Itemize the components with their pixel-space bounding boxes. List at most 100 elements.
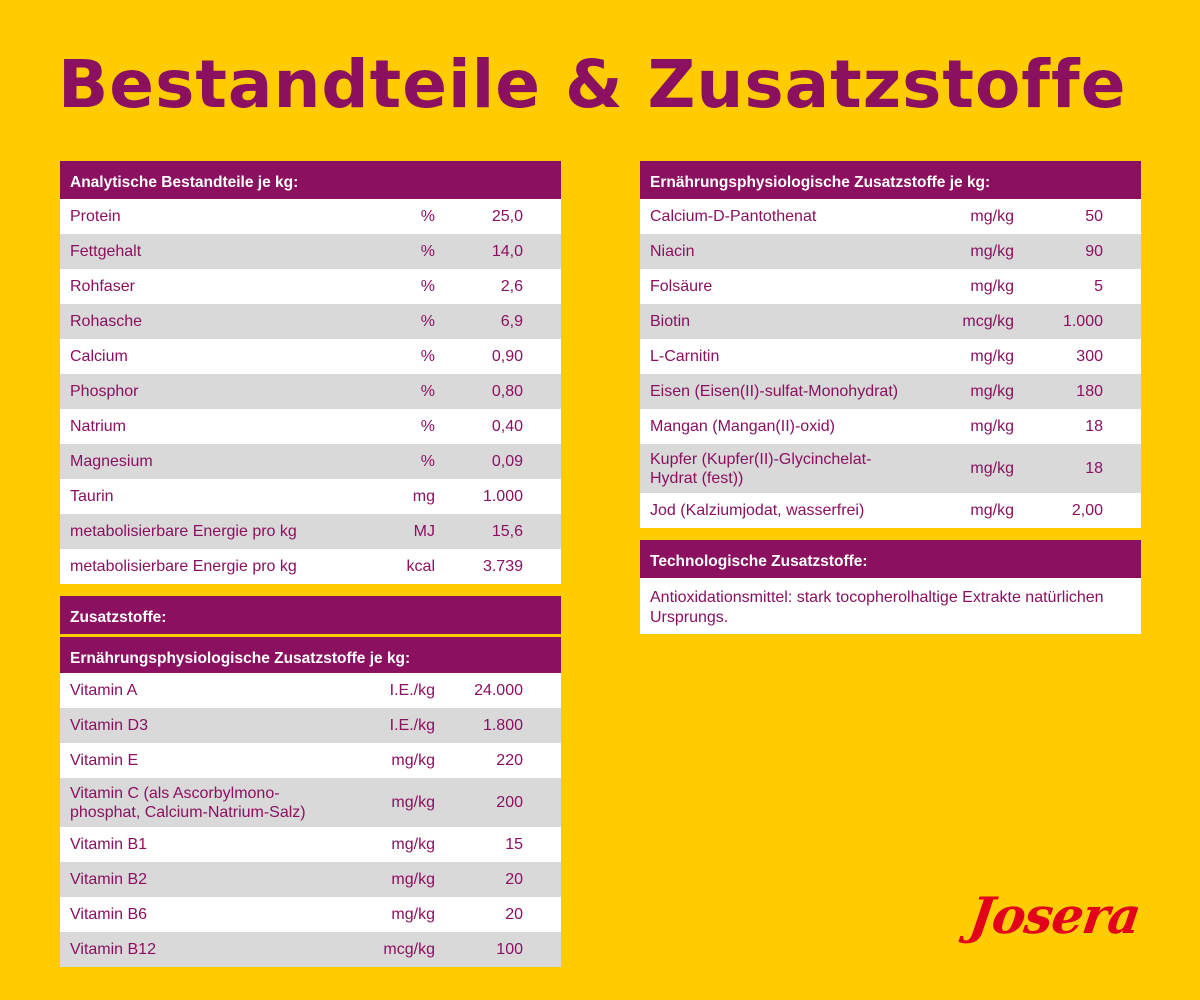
nutrient-value: 0,90 <box>491 347 523 365</box>
nutrient-name: Vitamin B6 <box>70 906 148 923</box>
nutrient-value: 1.000 <box>1062 312 1103 330</box>
nutrient-name: Vitamin B2 <box>70 871 148 888</box>
nutrient-name: Kupfer (Kupfer(II)-Glycinchelat- Hydrat (… <box>650 450 872 487</box>
nutrient-unit: % <box>420 382 435 400</box>
nutrient-value: 0,80 <box>491 382 523 400</box>
nutrient-unit: kcal <box>406 557 435 575</box>
table-row: Vitamin C (als Ascorbylmono-phosphat, Ca… <box>60 778 561 827</box>
nutrient-unit: mg/kg <box>970 207 1014 225</box>
nutrient-name: Rohasche <box>70 313 143 330</box>
table-row: Kupfer (Kupfer(II)-Glycinchelat- Hydrat (… <box>640 444 1141 493</box>
table-row: Rohfaser% 2,6 <box>60 269 561 304</box>
nutrient-value: 18 <box>1085 417 1103 435</box>
nutrient-name: Fettgehalt <box>70 243 142 260</box>
nutrient-value: 20 <box>505 870 523 888</box>
additives-header: Zusatzstoffe: <box>60 596 561 634</box>
nutrient-value: 2,00 <box>1071 501 1103 519</box>
nutrient-value: 1.800 <box>482 716 523 734</box>
table-row: Eisen (Eisen(II)-sulfat-Monohydrat) mg/kg… <box>640 374 1141 409</box>
nutrient-value: 1.000 <box>482 487 523 505</box>
nutrient-name: Calcium-D-Pantothenat <box>650 208 817 225</box>
nutrient-value: 2,6 <box>500 277 523 295</box>
analytic-header: Analytische Bestandteile je kg: <box>60 161 561 199</box>
table-row: Biotin mcg/kg 1.000 <box>640 304 1141 339</box>
technological-header: Technologische Zusatzstoffe: <box>640 540 1141 578</box>
nutrient-unit: mg/kg <box>391 870 435 888</box>
nutrient-name: Natrium <box>70 418 127 435</box>
nutrient-name: Vitamin B12 <box>70 941 156 958</box>
nutrient-name: Eisen (Eisen(II)-sulfat-Monohydrat) <box>650 383 899 400</box>
page-title: Bestandteile & Zusatzstoffe <box>58 46 1127 123</box>
nutrient-value: 300 <box>1076 347 1103 365</box>
table-row: Calcium% 0,90 <box>60 339 561 374</box>
nutrient-value: 180 <box>1076 382 1103 400</box>
nutrient-unit: mcg/kg <box>383 940 435 958</box>
table-row: Taurin mg 1.000 <box>60 479 561 514</box>
nutrient-value: 220 <box>496 751 523 769</box>
table-row: Rohasche% 6,9 <box>60 304 561 339</box>
table-row: L-Carnitin mg/kg 300 <box>640 339 1141 374</box>
nutrient-unit: mg/kg <box>391 835 435 853</box>
analytic-table: Protein% 25,0 Fettgehalt% 14,0 Rohfaser% 2,6 R… <box>60 199 561 584</box>
nutrient-value: 90 <box>1085 242 1103 260</box>
nutrient-name: metabolisierbare Energie pro kg <box>70 558 297 575</box>
nutrient-name: Vitamin C (als Ascorbylmono-phosphat, Ca… <box>70 784 306 821</box>
table-row: metabolisierbare Energie pro kg MJ 15,6 <box>60 514 561 549</box>
nutrient-name: Vitamin B1 <box>70 836 148 853</box>
table-row: Vitamin D3 I.E./kg 1.800 <box>60 708 561 743</box>
nutrient-value: 5 <box>1094 277 1103 295</box>
nutrient-unit: mg/kg <box>970 242 1014 260</box>
nutrient-unit: % <box>420 312 435 330</box>
table-row: Vitamin A I.E./kg 24.000 <box>60 673 561 708</box>
nutrient-name: Protein <box>70 208 121 225</box>
nutrient-value: 15,6 <box>491 522 523 540</box>
table-row: Niacin mg/kg 90 <box>640 234 1141 269</box>
right-column: Ernährungsphysiologische Zusatzstoffe je… <box>640 161 1141 634</box>
technological-text: Antioxidationsmittel: stark tocopherolha… <box>640 578 1141 634</box>
nutrient-unit: mg/kg <box>970 417 1014 435</box>
nutrient-unit: mg/kg <box>970 347 1014 365</box>
nutrient-value: 100 <box>496 940 523 958</box>
nutrient-name: Vitamin E <box>70 752 139 769</box>
table-row: Calcium-D-Pantothenat mg/kg 50 <box>640 199 1141 234</box>
nutrient-unit: I.E./kg <box>389 716 435 734</box>
nutrient-unit: mcg/kg <box>962 312 1014 330</box>
nutrient-unit: % <box>420 242 435 260</box>
nutrient-value: 14,0 <box>491 242 523 260</box>
table-row: Jod (Kalziumjodat, wasserfrei) mg/kg 2,00 <box>640 493 1141 528</box>
nutrient-name: Phosphor <box>70 383 139 400</box>
nutrient-name: L-Carnitin <box>650 348 720 365</box>
nutrient-name: Biotin <box>650 313 691 330</box>
nutrient-unit: mg/kg <box>391 751 435 769</box>
nutritional-header: Ernährungsphysiologische Zusatzstoffe je… <box>640 161 1141 199</box>
nutrient-unit: mg/kg <box>391 905 435 923</box>
table-row: Phosphor% 0,80 <box>60 374 561 409</box>
nutrient-value: 3.739 <box>482 557 523 575</box>
nutrient-name: Rohfaser <box>70 278 135 295</box>
table-row: Vitamin E mg/kg 220 <box>60 743 561 778</box>
nutrient-unit: mg/kg <box>970 459 1014 477</box>
nutrient-name: Calcium <box>70 348 128 365</box>
table-row: Vitamin B1 mg/kg 15 <box>60 827 561 862</box>
table-row: Vitamin B2 mg/kg 20 <box>60 862 561 897</box>
nutrient-value: 24.000 <box>474 681 523 699</box>
nutrient-name: Vitamin D3 <box>70 717 148 734</box>
nutrient-unit: % <box>420 347 435 365</box>
nutrient-unit: % <box>420 207 435 225</box>
nutritional-table: Calcium-D-Pantothenat mg/kg 50 Niacin mg/kg 9… <box>640 199 1141 528</box>
table-row: Protein% 25,0 <box>60 199 561 234</box>
josera-logo: Josera <box>966 886 1145 945</box>
nutrient-name: Folsäure <box>650 278 713 295</box>
nutrient-name: Magnesium <box>70 453 153 470</box>
nutrient-value: 6,9 <box>500 312 523 330</box>
nutrient-name: Vitamin A <box>70 682 138 699</box>
nutrient-unit: mg/kg <box>970 382 1014 400</box>
nutrient-name: Niacin <box>650 243 695 260</box>
nutrient-value: 15 <box>505 835 523 853</box>
nutrient-value: 18 <box>1085 459 1103 477</box>
nutrient-name: Mangan (Mangan(II)-oxid) <box>650 418 835 435</box>
nutrient-name: Jod (Kalziumjodat, wasserfrei) <box>650 502 865 519</box>
nutrient-unit: % <box>420 277 435 295</box>
nutrient-name: Taurin <box>70 488 114 505</box>
table-row: Vitamin B12 mcg/kg 100 <box>60 932 561 967</box>
